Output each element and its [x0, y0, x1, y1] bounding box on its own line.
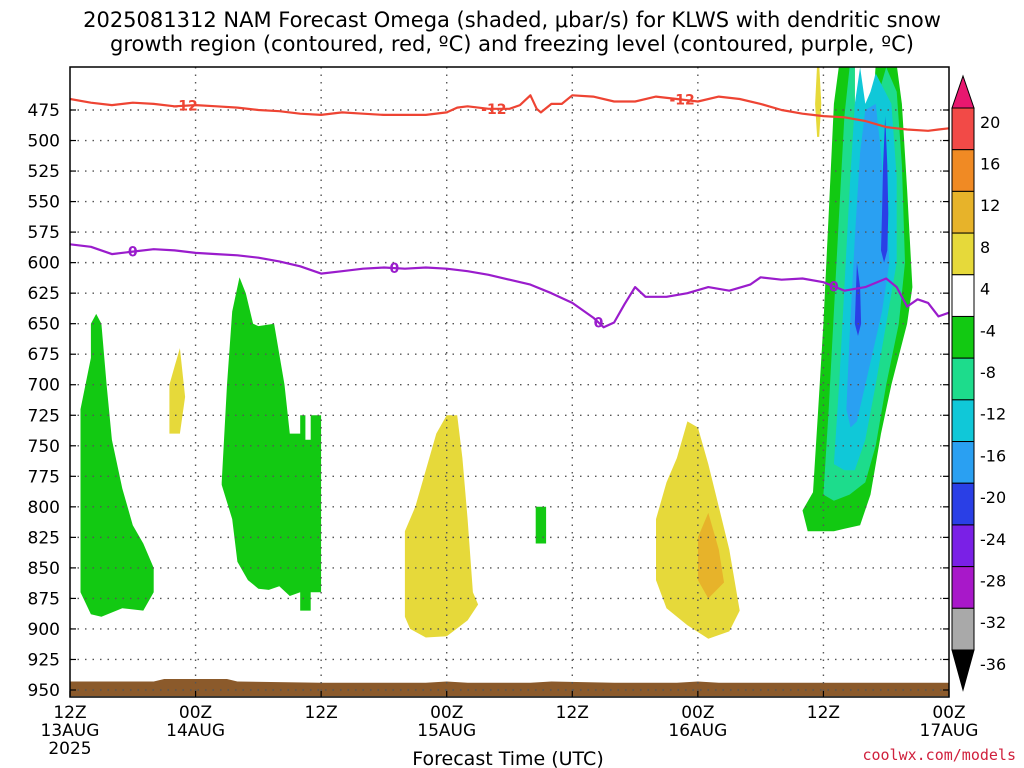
colorbar-label-7: -12: [980, 405, 1006, 424]
y-tick-label-925: 925: [28, 650, 60, 670]
colorbar-bin-12: [951, 566, 975, 609]
colorbar-label-8: -16: [980, 446, 1006, 465]
omega-shade-region-6: [697, 512, 724, 599]
contour-label-1-1: 0: [390, 261, 400, 277]
contour-layer: -12 -12 -12 0 0 0 0: [70, 93, 949, 331]
colorbar-bin-10: [951, 482, 975, 526]
colorbar-bin-9: [951, 441, 975, 484]
y-tick-label-575: 575: [28, 223, 60, 243]
y-tick-label-775: 775: [28, 467, 60, 487]
colorbar-label-5: -4: [980, 321, 996, 340]
contour-label-0-2: -12: [670, 93, 695, 109]
contour-label-1-0: 0: [128, 245, 138, 261]
y-tick-label-525: 525: [28, 162, 60, 182]
x-tick-date-1: 14AUG: [166, 721, 225, 741]
y-tick-label-825: 825: [28, 528, 60, 548]
contour-label-1-2: 0: [594, 315, 604, 331]
contour-label-1-3: 0: [829, 279, 839, 295]
y-tick-label-850: 850: [28, 559, 60, 579]
x-tick-date-3: 15AUG: [417, 721, 476, 741]
omega-shade-region-15: [70, 679, 949, 697]
y-tick-label-950: 950: [28, 681, 60, 701]
y-tick-label-550: 550: [28, 193, 60, 213]
omega-shade-region-3: [169, 348, 186, 434]
colorbar-bin-8: [951, 399, 975, 443]
x-tick-label-6: 12Z: [807, 703, 840, 723]
omega-shade-region-2: [535, 506, 547, 544]
colorbar: 20 16 12 8 4 -4 -8 -12 -16 -20 -24 -28 -32 -36: [951, 74, 1006, 692]
y-tick-label-650: 650: [28, 315, 60, 335]
y-tick-label-900: 900: [28, 620, 60, 640]
x-tick-year-0: 2025: [48, 739, 91, 759]
y-tick-label-625: 625: [28, 284, 60, 304]
colorbar-top-arrow: [951, 74, 975, 109]
colorbar-bin-7: [951, 357, 975, 401]
colorbar-bin-3: [951, 190, 975, 234]
x-axis-label: Forecast Time (UTC): [412, 748, 603, 768]
colorbar-label-0: 20: [980, 113, 1000, 132]
x-tick-date-0: 13AUG: [41, 721, 100, 741]
omega-shade-region-1: [221, 277, 322, 611]
x-tick-label-4: 12Z: [556, 703, 589, 723]
colorbar-bottom-arrow: [951, 649, 975, 692]
colorbar-bin-13: [951, 607, 975, 651]
colorbar-label-1: 16: [980, 155, 1000, 174]
colorbar-label-3: 8: [980, 238, 990, 257]
y-tick-label-725: 725: [28, 406, 60, 426]
colorbar-bin-11: [951, 524, 975, 568]
y-tick-label-475: 475: [28, 101, 60, 121]
omega-shade-region-0: [80, 313, 154, 617]
omega-shade-region-4: [404, 415, 479, 638]
x-tick-label-3: 00Z: [430, 703, 463, 723]
contour-line-1: [70, 243, 949, 329]
y-axis: 475 500 525 550 575 600 625 650 675 700 725 750 775 8…: [28, 101, 949, 701]
omega-shade-region-5: [656, 421, 740, 639]
colorbar-bin-2: [951, 149, 975, 192]
y-tick-label-600: 600: [28, 254, 60, 274]
x-tick-label-1: 00Z: [179, 703, 212, 723]
colorbar-label-13: -36: [980, 655, 1006, 674]
chart-title-line-2: growth region (contoured, red, ºC) and f…: [110, 32, 914, 56]
omega-shading-layer: [70, 67, 949, 697]
plot-frame: [69, 66, 950, 698]
contour-label-0-0: -12: [172, 99, 197, 115]
x-tick-date-5: 16AUG: [668, 721, 727, 741]
x-tick-label-2: 12Z: [305, 703, 338, 723]
y-tick-label-800: 800: [28, 498, 60, 518]
colorbar-label-9: -20: [980, 488, 1006, 507]
x-tick-label-7: 00Z: [932, 703, 965, 723]
omega-shade-region-12: [846, 103, 890, 428]
omega-shade-region-14: [881, 116, 889, 263]
x-tick-label-5: 00Z: [681, 703, 714, 723]
y-tick-label-700: 700: [28, 376, 60, 396]
colorbar-label-11: -28: [980, 571, 1006, 590]
colorbar-label-2: 12: [980, 196, 1000, 215]
y-tick-label-500: 500: [28, 132, 60, 152]
grid-layer: [70, 67, 949, 697]
y-tick-label-675: 675: [28, 345, 60, 365]
colorbar-bin-5: [951, 274, 975, 317]
contour-line-0: [70, 94, 949, 132]
colorbar-bin-1: [951, 107, 975, 151]
chart-title-line-1: 2025081312 NAM Forecast Omega (shaded, μ…: [83, 8, 941, 32]
x-tick-date-7: 17AUG: [920, 721, 979, 741]
colorbar-label-4: 4: [980, 280, 990, 299]
colorbar-label-6: -8: [980, 363, 996, 382]
colorbar-bin-6: [951, 315, 975, 359]
contour-label-0-1: -12: [481, 102, 506, 118]
x-tick-label-0: 12Z: [53, 703, 86, 723]
y-tick-label-750: 750: [28, 437, 60, 457]
omega-shade-region-13: [854, 262, 862, 336]
omega-shade-region-8: [815, 67, 822, 137]
colorbar-label-12: -32: [980, 613, 1006, 632]
source-credit: coolwx.com/models: [862, 746, 1016, 764]
colorbar-bin-4: [951, 232, 975, 276]
colorbar-label-10: -24: [980, 530, 1006, 549]
y-tick-label-875: 875: [28, 589, 60, 609]
